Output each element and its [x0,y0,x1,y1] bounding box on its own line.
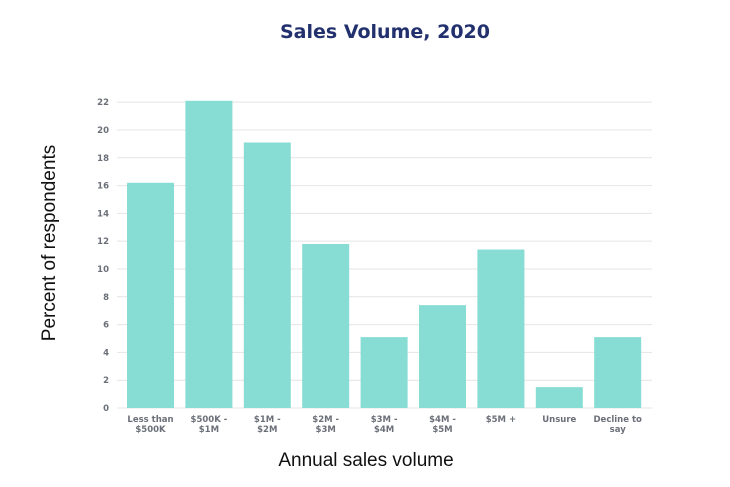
y-tick-label: 18 [97,154,109,164]
x-axis-ticks: Less than $500K$500K -$1M$1M -$2M$2M -$3M… [127,415,642,435]
x-tick-label: $5M + [486,415,516,425]
x-tick-label-line: Less than [127,415,173,425]
x-tick-label-line: $1M [199,425,219,435]
x-tick-label: $1M -$2M [254,415,281,435]
x-tick-label-line: $500K - [191,415,228,425]
chart-title: Sales Volume, 2020 [280,21,490,43]
x-tick-label-line: $4M - [429,415,456,425]
y-tick-label: 2 [103,376,109,386]
x-tick-label-line: $2M [257,425,277,435]
bar [185,100,233,408]
x-tick-label: $3M -$4M [371,415,398,435]
y-tick-label: 20 [97,126,109,136]
x-tick-label-line: $5M + [486,415,516,425]
x-tick-label-line: say [610,425,627,435]
x-tick-label: $2M -$3M [312,415,339,435]
x-tick-label-line: Unsure [542,415,576,425]
bar [302,243,350,408]
y-tick-label: 10 [97,265,109,275]
bar [360,337,408,408]
x-tick-label-line: $3M - [371,415,398,425]
y-tick-label: 22 [97,98,109,108]
x-tick-label-line: Decline to [594,415,643,425]
y-tick-label: 14 [97,209,109,219]
y-axis-label: Percent of respondents [39,145,60,341]
y-tick-label: 12 [97,237,109,247]
x-tick-label-line: $2M - [312,415,339,425]
x-tick-label-line: $1M - [254,415,281,425]
x-axis-label: Annual sales volume [278,450,453,471]
y-tick-label: 4 [103,348,109,358]
y-axis-ticks: 0 2 4 6 8 10 12 14 16 18 20 22 [97,98,109,414]
bar [419,305,466,408]
x-tick-label-line: $3M [316,425,336,435]
x-tick-label-line: $500K [135,425,166,435]
x-tick-label: Unsure [542,415,576,425]
bar [594,337,642,408]
bar [477,249,525,408]
x-tick-label: $4M -$5M [429,415,456,435]
y-tick-label: 6 [103,321,109,331]
x-tick-label-line: $5M [432,425,452,435]
x-tick-label: Less than $500K [127,415,173,435]
x-tick-label: $500K -$1M [191,415,228,435]
y-tick-label: 8 [103,293,109,303]
bar [535,387,583,408]
x-tick-label-line: $4M [374,425,394,435]
bars [127,100,642,408]
y-tick-label: 0 [103,404,109,414]
bar [243,142,291,408]
x-tick-label: Decline to say [594,415,643,435]
y-tick-label: 16 [97,182,109,192]
bar [127,182,174,408]
